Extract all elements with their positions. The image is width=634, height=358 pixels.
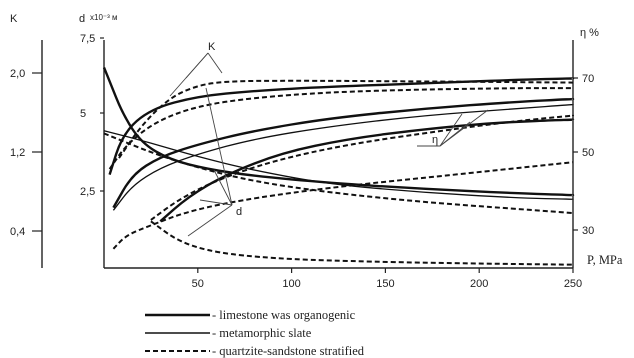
- legend-label-limestone: - limestone was organogenic: [212, 308, 356, 322]
- series-line-eta-quartzite-sandstone: [112, 161, 574, 250]
- d-leader: [199, 199, 233, 206]
- eta-leader: [439, 121, 471, 147]
- eta-tick-label: 30: [582, 225, 594, 237]
- series-line-d-quartzite-sandstone: [108, 87, 575, 170]
- x-axis-title: P, MPa: [587, 253, 623, 267]
- d-tick-label: 5: [80, 108, 86, 120]
- annotation-eta: η: [432, 134, 438, 146]
- d-leader: [213, 169, 233, 206]
- annotation-leaders: [169, 52, 489, 237]
- d-axis-unit: x10⁻³ м: [90, 13, 118, 22]
- axis-ticks: 50 100 150 200 250 2,0 1,2 0,4 7,5 5 2,5 70 50 30: [10, 33, 594, 290]
- legend-label-slate: - metamorphic slate: [212, 326, 312, 340]
- d-axis-title: d: [79, 13, 85, 25]
- series-line-d-limestone: [108, 77, 575, 175]
- d-tick-label: 7,5: [80, 33, 95, 45]
- series-line-d-quartzite-sandstone: [118, 79, 574, 159]
- x-tick-label: 150: [376, 278, 394, 290]
- series-line-eta-limestone: [159, 118, 575, 223]
- legend: - limestone was organogenic - metamorphi…: [145, 308, 365, 358]
- x-tick-label: 200: [470, 278, 488, 290]
- k-axis-title: K: [10, 13, 18, 25]
- series-line-d-quartzite-sandstone: [150, 220, 574, 266]
- k-leader: [169, 52, 209, 97]
- x-tick-label: 100: [282, 278, 300, 290]
- series-line-k-metamorphic-slate: [103, 130, 574, 200]
- legend-label-quartzite: - quartzite-sandstone stratified: [212, 344, 365, 358]
- series-line-k-limestone: [102, 67, 575, 197]
- k-tick-label: 1,2: [10, 147, 25, 159]
- k-tick-label: 0,4: [10, 226, 25, 238]
- eta-axis-title: η %: [580, 27, 599, 39]
- k-tick-label: 2,0: [10, 68, 25, 80]
- annotation-k: K: [208, 41, 216, 53]
- series-line-eta-quartzite-sandstone: [150, 114, 575, 221]
- series-line-eta-limestone: [112, 97, 575, 209]
- series-lines: [102, 67, 575, 266]
- d-leader: [205, 87, 233, 206]
- eta-tick-label: 70: [582, 73, 594, 85]
- x-tick-label: 50: [192, 278, 204, 290]
- eta-tick-label: 50: [582, 147, 594, 159]
- annotation-d: d: [236, 206, 242, 218]
- d-tick-label: 2,5: [80, 186, 95, 198]
- x-tick-label: 250: [564, 278, 582, 290]
- series-line-eta-metamorphic-slate: [112, 103, 574, 211]
- d-leader: [187, 204, 233, 237]
- series-line-k-quartzite-sandstone: [103, 132, 575, 215]
- k-leader: [207, 52, 223, 74]
